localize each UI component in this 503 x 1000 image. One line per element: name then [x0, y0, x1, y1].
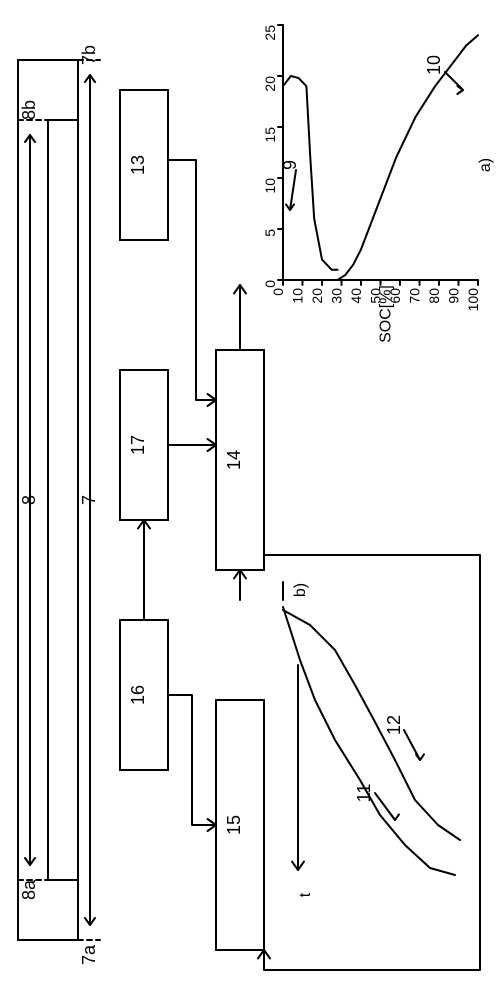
svg-text:20: 20 [309, 288, 325, 304]
svg-text:0: 0 [270, 288, 286, 296]
svg-text:13: 13 [128, 155, 148, 175]
svg-text:b): b) [292, 583, 309, 597]
svg-text:30: 30 [329, 288, 345, 304]
svg-text:5: 5 [262, 229, 278, 237]
svg-text:15: 15 [224, 815, 244, 835]
svg-text:11: 11 [354, 784, 374, 803]
svg-text:80: 80 [426, 288, 442, 304]
svg-text:25: 25 [262, 25, 278, 41]
svg-text:7: 7 [79, 495, 99, 505]
svg-text:12: 12 [384, 715, 404, 735]
svg-text:t: t [297, 892, 314, 897]
svg-text:8: 8 [19, 495, 39, 505]
svg-text:100: 100 [465, 288, 481, 312]
svg-text:SOC[%]: SOC[%] [378, 285, 395, 343]
svg-text:90: 90 [446, 288, 462, 304]
svg-text:70: 70 [407, 288, 423, 304]
svg-text:7a: 7a [79, 944, 99, 965]
svg-text:9: 9 [280, 160, 300, 170]
svg-text:14: 14 [224, 450, 244, 470]
svg-text:7b: 7b [79, 45, 99, 65]
svg-text:16: 16 [128, 685, 148, 705]
svg-text:40: 40 [348, 288, 364, 304]
svg-text:8a: 8a [19, 879, 39, 900]
svg-text:0: 0 [262, 280, 278, 288]
svg-text:17: 17 [128, 435, 148, 455]
svg-text:10: 10 [424, 55, 444, 75]
svg-text:10: 10 [262, 178, 278, 194]
svg-text:10: 10 [290, 288, 306, 304]
svg-text:15: 15 [262, 127, 278, 143]
svg-text:a): a) [477, 158, 494, 172]
svg-text:8b: 8b [19, 100, 39, 120]
svg-text:20: 20 [262, 76, 278, 92]
